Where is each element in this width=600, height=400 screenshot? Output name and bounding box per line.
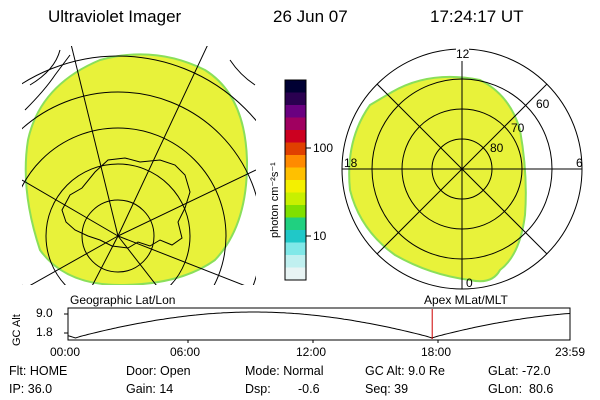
info-gc-alt: GC Alt: 9.0 Re bbox=[365, 364, 445, 378]
colorbar-tick-10: 10 bbox=[313, 229, 327, 243]
colorbar-swatch bbox=[285, 205, 306, 218]
mlat-label-80: 80 bbox=[490, 141, 504, 155]
colorbar-swatch bbox=[285, 130, 306, 143]
colorbar-tick-100: 100 bbox=[313, 141, 334, 155]
info-glon: GLon: 80.6 bbox=[488, 382, 554, 396]
antarctica-outline bbox=[61, 157, 191, 249]
mlt-label-18: 18 bbox=[344, 156, 358, 170]
mlat-label-70: 70 bbox=[511, 121, 525, 135]
colorbar-unit-label: photon cm⁻²s⁻¹ bbox=[269, 162, 281, 238]
timeline-ytick-9: 9.0 bbox=[36, 306, 53, 320]
geographic-panel-label: Geographic Lat/Lon bbox=[70, 293, 176, 307]
colorbar-swatch bbox=[285, 230, 306, 243]
colorbar-swatch bbox=[285, 142, 306, 156]
info-flight: Flt: HOME bbox=[9, 364, 68, 378]
colorbar-swatch bbox=[285, 92, 306, 106]
mlat-label-60: 60 bbox=[536, 97, 550, 111]
info-ip: IP: 36.0 bbox=[9, 382, 53, 396]
mlt-label-6: 6 bbox=[576, 156, 583, 170]
timeline-xtick-1200: 12:00 bbox=[296, 345, 327, 359]
info-mode: Mode: Normal bbox=[245, 364, 324, 378]
colorbar-swatch bbox=[285, 180, 306, 193]
info-door: Door: Open bbox=[126, 364, 191, 378]
timeline-xtick-1800: 18:00 bbox=[421, 345, 452, 359]
date-label: 26 Jun 07 bbox=[273, 7, 348, 26]
info-dsp-value: -0.6 bbox=[298, 382, 320, 396]
colorbar-swatch bbox=[285, 255, 306, 268]
colorbar-swatch bbox=[285, 105, 306, 118]
polar-image-panel bbox=[341, 48, 583, 290]
timeline-xtick-0000: 00:00 bbox=[50, 345, 81, 359]
uv-image-left bbox=[24, 53, 249, 285]
colorbar-swatch bbox=[285, 217, 306, 231]
mlt-label-12: 12 bbox=[456, 47, 470, 61]
timeline-xtick-0600: 06:00 bbox=[170, 345, 201, 359]
info-seq: Seq: 39 bbox=[365, 382, 409, 396]
info-glat: GLat: -72.0 bbox=[488, 364, 551, 378]
timeline-ytick-1-8: 1.8 bbox=[36, 325, 53, 339]
time-label: 17:24:17 UT bbox=[430, 7, 524, 26]
colorbar-swatch bbox=[285, 192, 306, 206]
altitude-timeline bbox=[64, 307, 571, 343]
colorbar-swatch bbox=[285, 267, 306, 281]
info-gain: Gain: 14 bbox=[126, 382, 174, 396]
geographic-image-panel bbox=[22, 46, 256, 285]
timeline-y-label: GC Alt bbox=[11, 314, 23, 346]
colorbar bbox=[284, 79, 311, 281]
colorbar-swatch bbox=[285, 80, 306, 93]
instrument-title: Ultraviolet Imager bbox=[48, 7, 182, 26]
mlt-label-0: 0 bbox=[466, 276, 473, 290]
colorbar-swatch bbox=[285, 167, 306, 181]
altitude-curve bbox=[67, 311, 571, 339]
colorbar-swatch bbox=[285, 155, 306, 168]
info-dsp-label: Dsp: bbox=[245, 382, 271, 396]
uv-image-right bbox=[348, 75, 527, 283]
colorbar-swatch bbox=[285, 242, 306, 256]
apex-panel-label: Apex MLat/MLT bbox=[424, 293, 508, 307]
colorbar-swatch bbox=[285, 117, 306, 131]
timeline-xtick-2359: 23:59 bbox=[555, 345, 586, 359]
